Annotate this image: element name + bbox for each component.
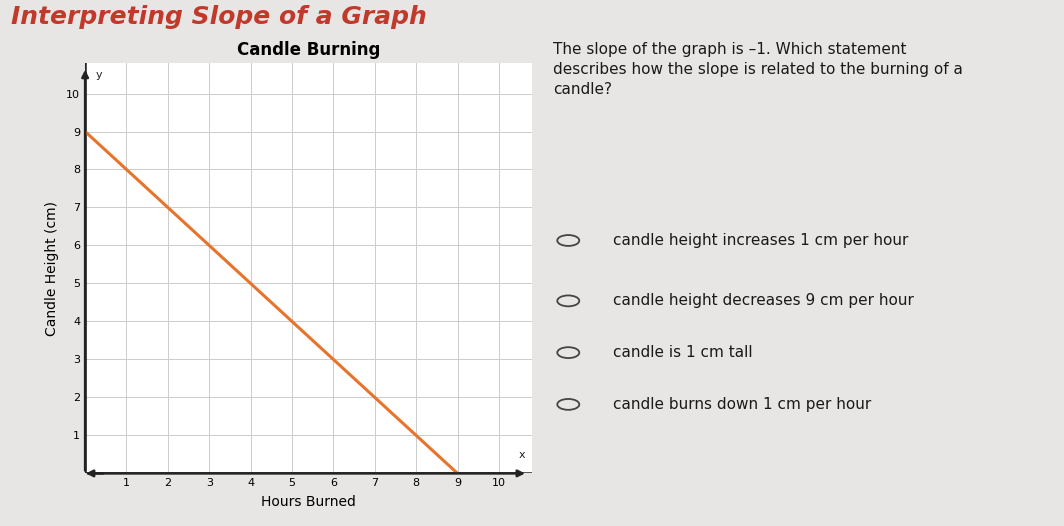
Text: Interpreting Slope of a Graph: Interpreting Slope of a Graph — [11, 5, 427, 29]
Text: y: y — [96, 69, 102, 79]
Text: candle is 1 cm tall: candle is 1 cm tall — [613, 345, 753, 360]
Y-axis label: Candle Height (cm): Candle Height (cm) — [46, 201, 60, 336]
Text: candle height increases 1 cm per hour: candle height increases 1 cm per hour — [613, 233, 909, 248]
Text: x: x — [518, 450, 525, 460]
Title: Candle Burning: Candle Burning — [237, 41, 380, 59]
Text: The slope of the graph is –1. Which statement
describes how the slope is related: The slope of the graph is –1. Which stat… — [553, 42, 963, 97]
Text: candle burns down 1 cm per hour: candle burns down 1 cm per hour — [613, 397, 871, 412]
Text: candle height decreases 9 cm per hour: candle height decreases 9 cm per hour — [613, 294, 914, 308]
X-axis label: Hours Burned: Hours Burned — [261, 495, 356, 509]
